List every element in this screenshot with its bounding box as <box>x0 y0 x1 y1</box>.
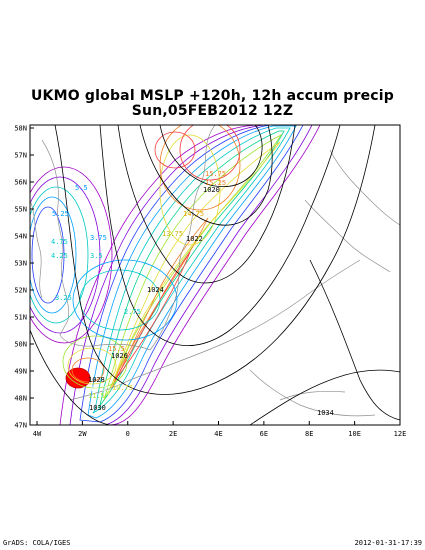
lat-label: 47N <box>14 422 27 430</box>
map-frame <box>29 124 401 426</box>
map-plot-area: 1020 1022 1024 1026 1028 1030 1034 15.75… <box>30 125 400 425</box>
precip-label: 14.75 <box>183 210 204 218</box>
precip-label: 11.5 <box>88 392 105 400</box>
isobar-label: 1028 <box>88 376 105 384</box>
lon-label: 12E <box>394 430 407 438</box>
lat-label: 54N <box>14 233 27 241</box>
footer-timestamp: 2012-01-31-17:39 <box>354 539 422 547</box>
precip-label: 15.25 <box>205 179 226 187</box>
precip-label: 15.5 <box>108 345 125 353</box>
lon-label: 2E <box>169 430 177 438</box>
lat-label: 49N <box>14 368 27 376</box>
lat-label: 51N <box>14 314 27 322</box>
lon-label: 4E <box>214 430 222 438</box>
latitude-axis: 58N 57N 56N 55N 54N 53N 52N 51N 50N 49N 48N 47N <box>14 125 34 430</box>
lon-label: 6E <box>260 430 268 438</box>
lat-label: 48N <box>14 395 27 403</box>
precip-label: 3.25 <box>55 294 72 302</box>
isobar-labels: 1020 1022 1024 1026 1028 1030 1034 <box>88 186 334 417</box>
precip-label: 15.75 <box>205 170 226 178</box>
lat-label: 58N <box>14 125 27 133</box>
precip-label: 3.5 <box>90 252 103 260</box>
precip-label: 16.25 <box>90 385 111 393</box>
precip-label: 5.25 <box>52 210 69 218</box>
lat-label: 56N <box>14 179 27 187</box>
map-title: UKMO global MSLP +120h, 12h accum precip <box>30 88 395 104</box>
precip-label: 4.75 <box>51 238 68 246</box>
isobar-label: 1034 <box>317 409 334 417</box>
longitude-axis: 4W 2W 0 2E 4E 6E 8E 10E 12E <box>33 421 407 438</box>
precip-label: 3.75 <box>90 234 107 242</box>
isobar-label: 1030 <box>89 404 106 412</box>
lon-label: 8E <box>305 430 313 438</box>
isobars <box>30 125 400 425</box>
precip-label: 13.75 <box>162 230 183 238</box>
lat-label: 53N <box>14 260 27 268</box>
isobar-label: 1024 <box>147 286 164 294</box>
map-subtitle: Sun,05FEB2012 12Z <box>131 103 294 119</box>
lat-label: 50N <box>14 341 27 349</box>
lon-label: 2W <box>78 430 87 438</box>
isobar-label: 1026 <box>111 352 128 360</box>
precip-labels: 15.75 15.25 14.75 13.75 5.5 5.25 4.75 4.… <box>51 170 226 400</box>
lat-label: 52N <box>14 287 27 295</box>
footer-credit: GrADS: COLA/IGES <box>3 539 71 547</box>
precip-label: 5.5 <box>75 184 88 192</box>
isobar-label: 1020 <box>203 186 220 194</box>
lat-label: 57N <box>14 152 27 160</box>
precip-field <box>30 125 321 425</box>
precip-label: 2.75 <box>124 308 141 316</box>
lon-label: 4W <box>33 430 42 438</box>
lon-label: 0 <box>126 430 130 438</box>
lat-label: 55N <box>14 206 27 214</box>
isobar-label: 1022 <box>186 235 203 243</box>
lon-label: 10E <box>348 430 361 438</box>
precip-label: 10.75 <box>112 384 133 392</box>
precip-label: 4.25 <box>51 252 68 260</box>
